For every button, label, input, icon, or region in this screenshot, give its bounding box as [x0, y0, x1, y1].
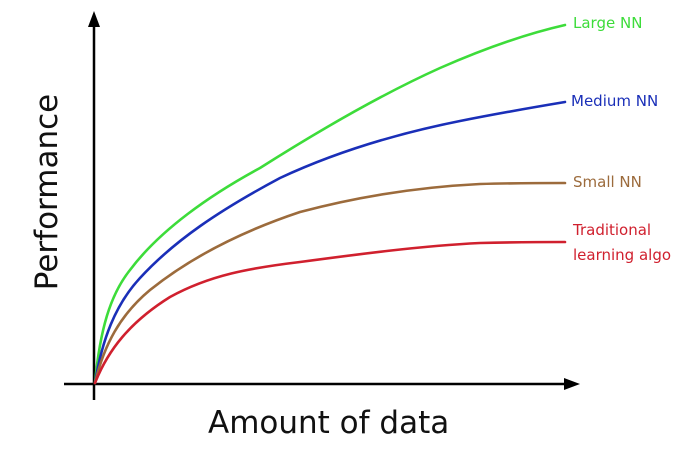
x-axis-label: Amount of data: [208, 405, 450, 441]
large-nn-curve: [93, 23, 567, 385]
label-large-nn: Large NN: [573, 14, 643, 32]
label-traditional-line1: Traditional: [573, 221, 652, 239]
y-axis-arrowhead-icon: [88, 11, 100, 27]
x-axis-arrowhead-icon: [564, 378, 580, 390]
y-axis-label: Performance: [29, 93, 65, 291]
small-nn-curve: [93, 181, 567, 385]
label-medium-nn: Medium NN: [571, 92, 659, 110]
axes: [64, 11, 580, 400]
traditional-algo-curve: [93, 240, 567, 385]
label-traditional-line2: learning algo: [573, 246, 672, 264]
label-small-nn: Small NN: [573, 173, 642, 191]
medium-nn-curve: [93, 100, 567, 385]
curves: [93, 23, 567, 385]
